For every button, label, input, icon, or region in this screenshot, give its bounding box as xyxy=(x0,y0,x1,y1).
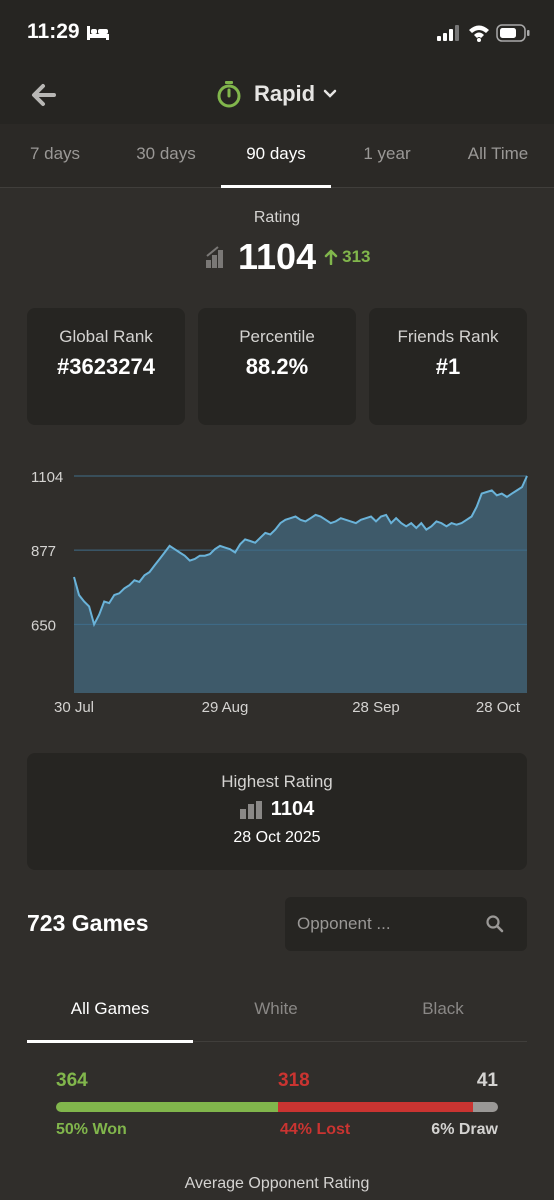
highest-rating-label: Highest Rating xyxy=(221,772,333,791)
opponent-search-input[interactable] xyxy=(285,897,485,951)
draw-bar-segment xyxy=(472,1102,498,1112)
rating-label: Rating xyxy=(253,209,301,226)
bar-chart-icon xyxy=(239,800,262,819)
rating-history-chart[interactable]: 1104 877 650 30 Jul 29 Aug 28 Sep 28 Oct xyxy=(0,455,554,725)
back-arrow-icon[interactable] xyxy=(28,80,58,110)
tab-white[interactable]: White xyxy=(254,999,298,1018)
header: Rapid xyxy=(0,68,554,124)
lost-bar-segment xyxy=(278,1102,473,1112)
battery-icon xyxy=(496,24,530,42)
x-tick-label: 28 Sep xyxy=(352,699,400,716)
chevron-down-icon xyxy=(323,89,337,98)
lost-count: 318 xyxy=(278,1070,310,1091)
y-tick-label: 877 xyxy=(31,543,56,560)
percentile-card: Percentile 88.2% xyxy=(198,308,356,425)
opponent-search xyxy=(285,897,527,951)
highest-rating-card: Highest Rating 1104 28 Oct 2025 xyxy=(27,753,527,870)
arrow-up-icon xyxy=(324,249,338,265)
won-percent: 50% Won xyxy=(56,1121,127,1138)
highest-rating-value: 1104 xyxy=(270,798,315,820)
draw-count: 41 xyxy=(476,1070,498,1091)
global-rank-card: Global Rank #3623274 xyxy=(27,308,185,425)
results-bar xyxy=(56,1102,498,1112)
tab-7-days[interactable]: 7 days xyxy=(29,144,81,163)
x-tick-label: 28 Oct xyxy=(476,699,521,716)
rating-line xyxy=(73,475,528,628)
percentile-label: Percentile xyxy=(239,327,315,346)
friends-rank-label: Friends Rank xyxy=(397,327,499,346)
status-time: 11:29 xyxy=(27,20,80,43)
rating-area xyxy=(74,476,527,693)
y-tick-label: 650 xyxy=(31,617,56,634)
won-count: 364 xyxy=(56,1070,88,1091)
tab-all-time[interactable]: All Time xyxy=(467,144,529,163)
color-tabs: All Games White Black xyxy=(27,980,527,1043)
status-bar: 11:29 xyxy=(0,0,554,68)
bed-icon xyxy=(87,26,109,40)
rating-change-value: 313 xyxy=(342,247,371,266)
wifi-icon xyxy=(469,25,489,42)
search-icon[interactable] xyxy=(486,915,504,933)
game-type-selector[interactable]: Rapid xyxy=(216,80,337,108)
tab-1-year[interactable]: 1 year xyxy=(363,144,411,163)
tab-30-days[interactable]: 30 days xyxy=(136,144,196,163)
friends-rank-card: Friends Rank #1 xyxy=(369,308,527,425)
lost-percent: 44% Lost xyxy=(280,1121,351,1138)
rating-value: 1104 xyxy=(238,236,317,277)
global-rank-label: Global Rank xyxy=(59,327,153,346)
highest-rating-date: 28 Oct 2025 xyxy=(233,829,321,846)
x-tick-label: 29 Aug xyxy=(202,699,249,716)
signal-icon xyxy=(437,25,459,41)
range-tabs: 7 days 30 days 90 days 1 year All Time xyxy=(0,124,554,188)
page-title: Rapid xyxy=(254,81,316,106)
won-bar-segment xyxy=(56,1102,279,1112)
games-count-title: 723 Games xyxy=(27,910,149,936)
tab-90-days[interactable]: 90 days xyxy=(221,124,331,188)
stopwatch-icon xyxy=(217,81,241,108)
rating-change: 313 xyxy=(324,247,370,267)
tab-black[interactable]: Black xyxy=(422,999,464,1018)
friends-rank-value: #1 xyxy=(435,354,461,379)
rating-row: 1104 313 xyxy=(206,236,370,278)
percentile-value: 88.2% xyxy=(245,354,309,379)
draw-percent: 6% Draw xyxy=(431,1121,498,1138)
global-rank-value: #3623274 xyxy=(57,354,155,379)
rating-chart-icon xyxy=(206,246,223,268)
y-tick-label: 1104 xyxy=(31,469,63,486)
tab-all-games[interactable]: All Games xyxy=(27,980,193,1043)
average-opponent-rating-label: Average Opponent Rating xyxy=(184,1175,370,1192)
x-tick-label: 30 Jul xyxy=(54,699,94,716)
